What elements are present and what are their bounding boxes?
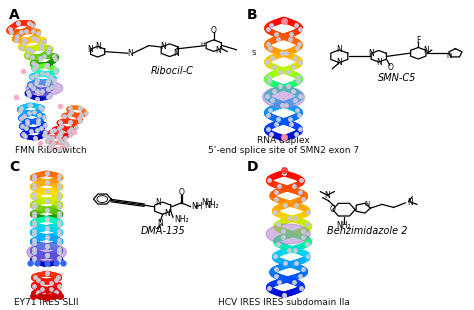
Ellipse shape bbox=[266, 224, 310, 244]
Ellipse shape bbox=[27, 243, 66, 261]
Text: O: O bbox=[388, 63, 393, 72]
Text: N: N bbox=[128, 49, 134, 58]
Ellipse shape bbox=[26, 81, 63, 96]
Text: O: O bbox=[211, 26, 217, 35]
Text: RNA duplex
5’-end splice site of SMN2 exon 7: RNA duplex 5’-end splice site of SMN2 ex… bbox=[208, 135, 359, 155]
Text: N: N bbox=[365, 201, 370, 207]
Text: S: S bbox=[252, 50, 256, 56]
Text: NH: NH bbox=[201, 198, 212, 207]
Text: H: H bbox=[200, 42, 205, 46]
Text: EY71 IRES SLII: EY71 IRES SLII bbox=[14, 298, 79, 307]
Text: N: N bbox=[376, 58, 382, 67]
Text: D: D bbox=[246, 160, 258, 174]
Text: O: O bbox=[330, 205, 336, 214]
Text: N: N bbox=[88, 45, 93, 54]
Text: N: N bbox=[157, 219, 163, 228]
Text: N: N bbox=[95, 42, 100, 51]
Text: NH: NH bbox=[191, 202, 203, 211]
Text: NH₂: NH₂ bbox=[204, 202, 219, 210]
Text: Ribocil-C: Ribocil-C bbox=[151, 66, 193, 77]
Text: N: N bbox=[337, 58, 342, 67]
Text: FMN Riboswitch: FMN Riboswitch bbox=[15, 146, 87, 155]
Text: B: B bbox=[246, 8, 257, 22]
Text: N: N bbox=[155, 198, 161, 207]
Text: O: O bbox=[179, 188, 185, 197]
Text: A: A bbox=[9, 8, 20, 22]
Text: N: N bbox=[408, 197, 413, 206]
Text: N: N bbox=[337, 45, 342, 54]
Text: HCV IRES IRES subdomain IIa: HCV IRES IRES subdomain IIa bbox=[218, 298, 349, 307]
Text: Benzimidazole 2: Benzimidazole 2 bbox=[327, 226, 408, 236]
Text: NH₂: NH₂ bbox=[174, 215, 189, 224]
Text: NH₂: NH₂ bbox=[337, 221, 351, 230]
Text: N: N bbox=[160, 42, 166, 51]
Text: N: N bbox=[173, 49, 179, 58]
Text: C: C bbox=[9, 160, 19, 174]
Text: DMA-135: DMA-135 bbox=[140, 226, 185, 236]
Text: N: N bbox=[368, 49, 374, 58]
Text: N: N bbox=[215, 46, 221, 55]
Text: N: N bbox=[164, 209, 170, 218]
Ellipse shape bbox=[263, 86, 304, 108]
Text: F: F bbox=[416, 36, 420, 45]
Text: N: N bbox=[423, 46, 429, 55]
Text: SMN-C5: SMN-C5 bbox=[378, 73, 417, 82]
Text: N: N bbox=[447, 52, 452, 59]
Text: N: N bbox=[324, 191, 330, 200]
